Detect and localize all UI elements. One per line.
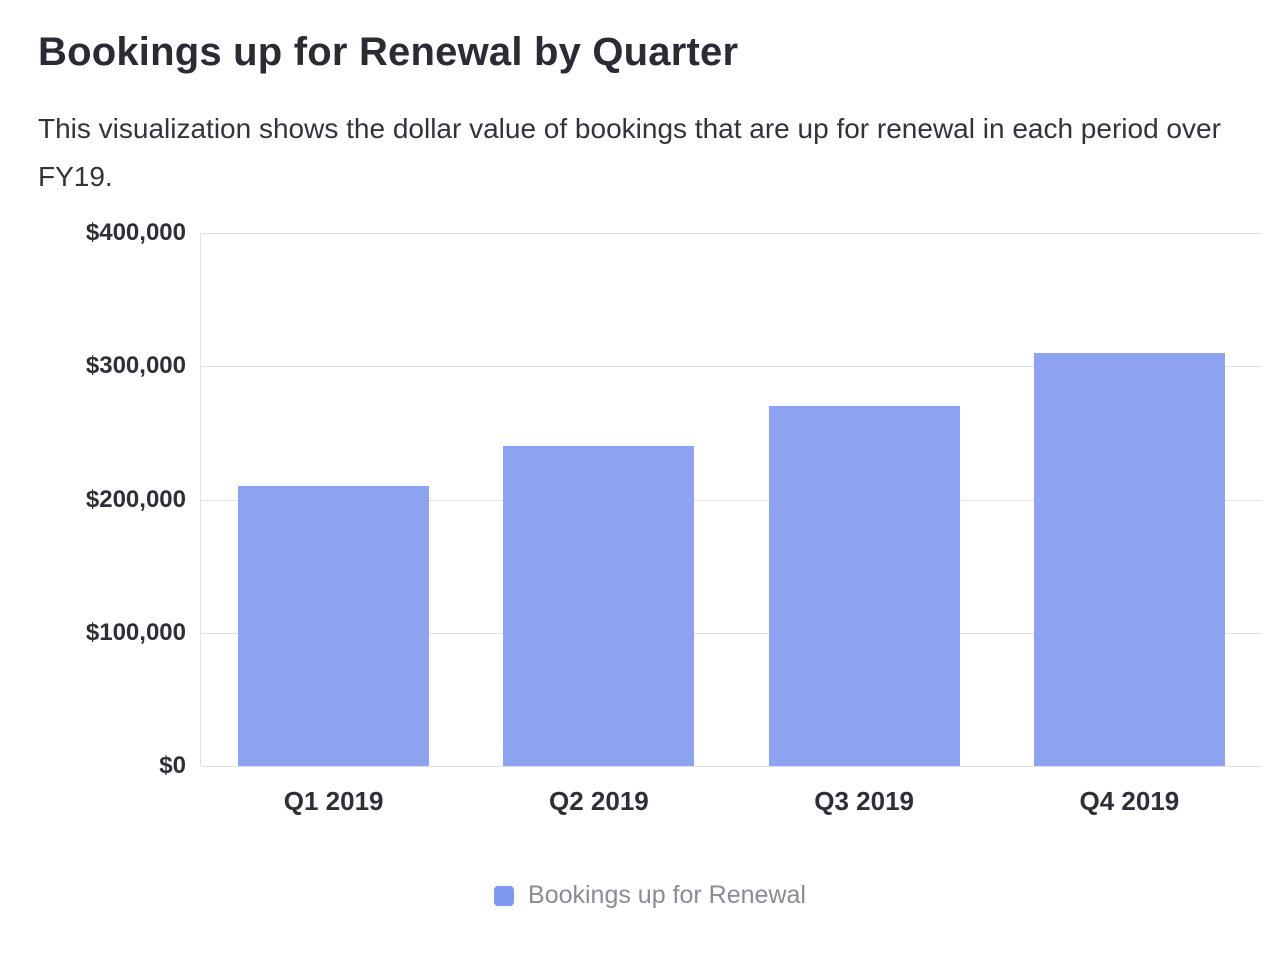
x-axis-tick-label: Q4 2019 (1079, 786, 1180, 816)
y-axis-tick-label: $300,000 (85, 352, 186, 380)
bar-q4-2019[interactable] (1033, 352, 1225, 766)
bar-slot (732, 233, 997, 766)
gridline (201, 499, 1262, 501)
legend[interactable]: Bookings up for Renewal (38, 881, 1262, 910)
gridline (201, 632, 1262, 634)
bar-slot (466, 233, 731, 766)
bar-q2-2019[interactable] (503, 446, 695, 766)
gridline (201, 366, 1262, 368)
y-axis-tick-label: $200,000 (85, 485, 186, 513)
chart-card: Bookings up for Renewal by Quarter This … (38, 30, 1262, 910)
x-axis-tick-label: Q1 2019 (283, 786, 384, 816)
legend-label: Bookings up for Renewal (528, 881, 806, 909)
bar-slot (201, 233, 466, 766)
bar-q3-2019[interactable] (768, 406, 960, 766)
y-axis-tick-label: $400,000 (85, 219, 186, 246)
y-axis-tick-label: $0 (159, 752, 186, 779)
chart-title: Bookings up for Renewal by Quarter (38, 30, 739, 74)
bar-q1-2019[interactable] (238, 486, 430, 766)
legend-swatch-icon (494, 885, 515, 906)
gridline (201, 766, 1262, 767)
y-axis-tick-label: $100,000 (85, 618, 186, 646)
x-axis: Q1 2019 Q2 2019 Q3 2019 Q4 2019 (201, 786, 1262, 817)
x-axis-tick-label: Q3 2019 (814, 786, 914, 816)
y-axis: $0 $100,000 $200,000 $300,000 $400,000 (38, 219, 200, 779)
chart-subtitle: This visualization shows the dollar valu… (38, 113, 1221, 192)
x-axis-tick-label: Q2 2019 (549, 786, 649, 816)
bar-slot (997, 233, 1262, 766)
bars-row (201, 233, 1262, 766)
bar-chart: $0 $100,000 $200,000 $300,000 $400,000 (38, 219, 1262, 779)
plot-area (200, 233, 1262, 767)
gridline (201, 233, 1262, 234)
